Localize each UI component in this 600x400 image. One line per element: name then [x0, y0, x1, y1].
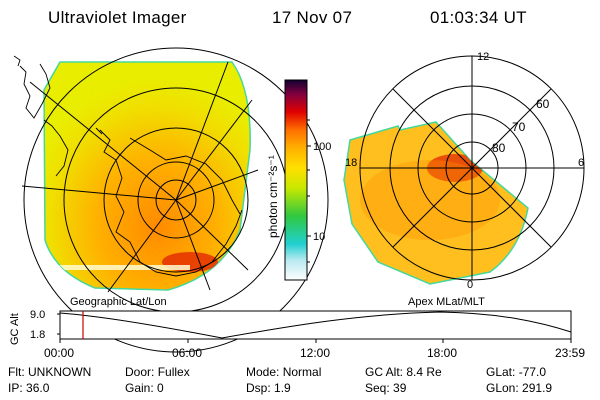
mlat-label-70: 70: [512, 120, 526, 134]
mlt-label-6: 6: [578, 157, 584, 169]
time-tick-1800: 18:00: [427, 346, 457, 360]
date-label: 17 Nov 07: [272, 8, 353, 27]
info-flt: Flt: UNKNOWN: [8, 365, 92, 379]
altitude-plot: GC Alt 9.0 1.8 00:00 06:00 12:00 18:00 2…: [9, 309, 585, 360]
time-tick-1200: 12:00: [300, 346, 330, 360]
info-mode: Mode: Normal: [246, 365, 322, 379]
app-title: Ultraviolet Imager: [48, 8, 187, 27]
colorbar-tick-10: 10: [313, 231, 325, 243]
mlat-label-60: 60: [536, 97, 550, 111]
lat-lon-grid: [21, 47, 329, 353]
info-gain: Gain: 0: [125, 381, 164, 395]
info-glat: GLat: -77.0: [486, 365, 547, 379]
apex-map-panel: 12 18 6 0 60 70 80 Apex MLat/MLT: [343, 51, 585, 308]
left-panel-caption: Geographic Lat/Lon: [70, 296, 167, 308]
altitude-curve: [59, 311, 572, 339]
info-seq: Seq: 39: [365, 381, 407, 395]
altitude-ytick-9: 9.0: [30, 309, 45, 321]
info-gc-alt: GC Alt: 8.4 Re: [365, 365, 442, 379]
time-label: 01:03:34 UT: [430, 8, 527, 27]
colorbar-unit-label: photon cm⁻²s⁻¹: [266, 155, 280, 238]
info-dsp: Dsp: 1.9: [246, 381, 291, 395]
colorbar: 100 10 photon cm⁻²s⁻¹: [266, 79, 331, 281]
altitude-ytick-1-8: 1.8: [30, 329, 45, 341]
coastline: [13, 55, 243, 277]
info-door: Door: Fullex: [125, 365, 190, 379]
altitude-ylabel: GC Alt: [9, 313, 21, 345]
mlat-label-80: 80: [492, 141, 506, 155]
mlt-label-18: 18: [345, 157, 357, 169]
info-ip: IP: 36.0: [8, 381, 50, 395]
mlat-mlt-grid: [359, 55, 585, 281]
colorbar-tick-100: 100: [313, 141, 331, 153]
time-tick-0600: 06:00: [172, 346, 202, 360]
right-panel-caption: Apex MLat/MLT: [408, 296, 485, 308]
time-tick-2359: 23:59: [555, 346, 585, 360]
geographic-map-panel: Geographic Lat/Lon: [13, 47, 329, 353]
mlt-label-0: 0: [467, 279, 473, 291]
mlt-label-12: 12: [477, 51, 489, 63]
aurora-image-right: [343, 121, 529, 285]
time-tick-0000: 00:00: [44, 346, 74, 360]
info-glon: GLon: 291.9: [486, 381, 553, 395]
